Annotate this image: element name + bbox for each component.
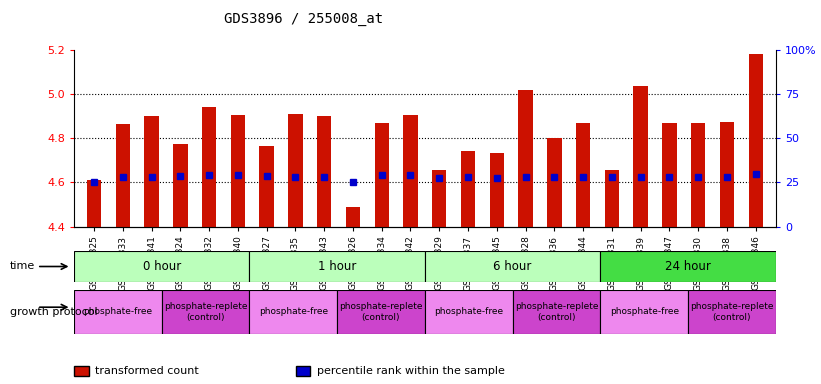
Bar: [547, 138, 562, 227]
Text: phosphate-replete
(control): phosphate-replete (control): [515, 302, 599, 322]
Text: GDS3896 / 255008_at: GDS3896 / 255008_at: [224, 12, 383, 25]
Bar: [116, 124, 130, 227]
Text: phosphate-replete
(control): phosphate-replete (control): [339, 302, 423, 322]
Bar: [461, 152, 475, 227]
Text: phosphate-replete
(control): phosphate-replete (control): [163, 302, 247, 322]
Text: transformed count: transformed count: [95, 366, 199, 376]
Bar: [259, 146, 274, 227]
Text: time: time: [10, 262, 35, 271]
Bar: [576, 123, 590, 227]
FancyBboxPatch shape: [337, 290, 425, 334]
FancyBboxPatch shape: [250, 290, 337, 334]
FancyBboxPatch shape: [162, 290, 250, 334]
Bar: [288, 114, 303, 227]
FancyBboxPatch shape: [74, 251, 250, 282]
Bar: [231, 115, 245, 227]
Bar: [518, 90, 533, 227]
FancyBboxPatch shape: [425, 251, 600, 282]
Text: 6 hour: 6 hour: [493, 260, 532, 273]
Bar: [202, 108, 216, 227]
Bar: [749, 55, 763, 227]
Bar: [720, 122, 734, 227]
FancyBboxPatch shape: [250, 251, 425, 282]
Bar: [317, 116, 332, 227]
FancyBboxPatch shape: [74, 290, 162, 334]
Bar: [87, 180, 101, 227]
Text: 24 hour: 24 hour: [665, 260, 711, 273]
Text: phosphate-free: phosphate-free: [259, 308, 328, 316]
Text: phosphate-free: phosphate-free: [610, 308, 679, 316]
Text: 0 hour: 0 hour: [143, 260, 181, 273]
Bar: [144, 116, 158, 227]
Bar: [173, 144, 187, 227]
Text: phosphate-replete
(control): phosphate-replete (control): [690, 302, 773, 322]
Text: growth protocol: growth protocol: [10, 307, 98, 317]
FancyBboxPatch shape: [425, 290, 512, 334]
Bar: [374, 123, 389, 227]
FancyBboxPatch shape: [600, 251, 776, 282]
Bar: [634, 86, 648, 227]
Bar: [346, 207, 360, 227]
FancyBboxPatch shape: [688, 290, 776, 334]
Text: percentile rank within the sample: percentile rank within the sample: [317, 366, 505, 376]
Bar: [663, 123, 677, 227]
Bar: [691, 123, 705, 227]
Bar: [489, 152, 504, 227]
Bar: [403, 115, 418, 227]
Text: phosphate-free: phosphate-free: [83, 308, 153, 316]
Text: 1 hour: 1 hour: [318, 260, 356, 273]
FancyBboxPatch shape: [600, 290, 688, 334]
Bar: [432, 170, 447, 227]
Text: phosphate-free: phosphate-free: [434, 308, 503, 316]
FancyBboxPatch shape: [512, 290, 600, 334]
Bar: [605, 170, 619, 227]
